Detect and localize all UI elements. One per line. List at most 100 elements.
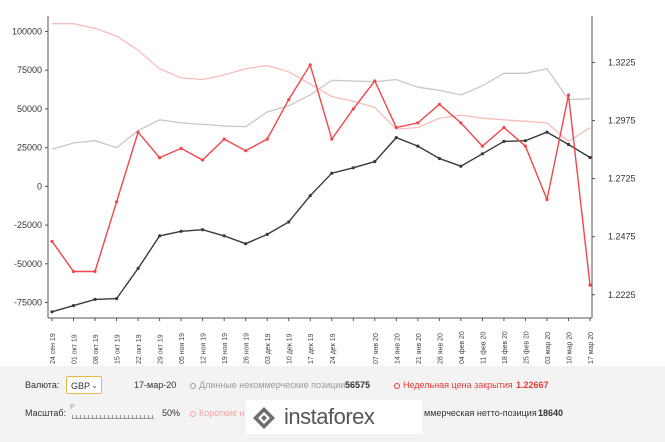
series-point-2 xyxy=(351,166,355,170)
series-point-3 xyxy=(394,125,398,130)
series-point-3 xyxy=(330,137,334,141)
series-point-2 xyxy=(71,304,76,308)
right-tick-label: 1.2725 xyxy=(608,174,636,184)
currency-label: Валюта: xyxy=(25,380,60,390)
x-tick-label: 18 фев 20 xyxy=(502,331,509,364)
legend-net-label[interactable]: ммерческая нетто-позиция xyxy=(424,408,537,418)
legend-long-value: 56575 xyxy=(345,380,371,390)
legend-close-label: Недельная цена закрытия xyxy=(403,380,513,390)
legend-short-label: Короткие н xyxy=(199,408,245,418)
scale-slider[interactable] xyxy=(72,412,154,419)
series-line-3 xyxy=(51,63,591,286)
currency-select[interactable]: GBP ⌄ xyxy=(66,376,102,394)
right-tick-label: 1.2475 xyxy=(608,232,636,242)
series-point-3 xyxy=(115,200,119,204)
series-point-3 xyxy=(566,93,571,97)
x-tick-label: 12 ноя 19 xyxy=(201,333,208,364)
x-tick-label: 17 дек 19 xyxy=(308,333,315,364)
currency-value: GBP xyxy=(71,381,91,391)
left-tick-label: -25000 xyxy=(14,220,42,230)
scale-percent: 50% xyxy=(162,408,181,418)
x-tick-label: 03 дек 19 xyxy=(265,333,272,364)
x-tick-label: 10 мар 20 xyxy=(566,332,573,364)
legend-net-value: 18640 xyxy=(538,408,564,418)
date-value: 17-мар-20 xyxy=(134,380,177,390)
series-layer xyxy=(50,23,592,314)
series-point-2 xyxy=(265,232,269,236)
scale-knob[interactable]: P xyxy=(70,404,75,411)
x-tick-label: 26 ноя 19 xyxy=(244,333,251,364)
x-tick-label: 24 дек 19 xyxy=(330,333,337,364)
series-point-2 xyxy=(136,266,140,270)
series-point-2 xyxy=(566,142,571,147)
left-tick-label: 50000 xyxy=(17,104,42,114)
legend-long-marker xyxy=(190,382,196,389)
x-tick-label: 17 мар 20 xyxy=(588,332,595,364)
series-point-2 xyxy=(158,234,162,238)
series-point-3 xyxy=(222,137,226,141)
instaforex-logo: instaforex xyxy=(246,400,422,434)
x-tick-label: 28 янв 20 xyxy=(437,333,444,364)
legend-short-marker xyxy=(190,410,196,417)
right-tick-label: 1.3225 xyxy=(608,57,636,67)
series-point-3 xyxy=(136,130,140,134)
x-tick-label: 14 янв 20 xyxy=(394,333,401,364)
x-tick-label: 04 фев 20 xyxy=(459,331,466,364)
x-tick-label: 10 дек 19 xyxy=(287,333,294,364)
series-point-2 xyxy=(244,242,248,246)
legend-short[interactable]: Короткие н xyxy=(190,408,245,418)
instaforex-logo-text: instaforex xyxy=(284,404,375,429)
series-point-2 xyxy=(373,160,377,164)
x-tick-label: 07 янв 20 xyxy=(373,333,380,364)
legend-close[interactable]: Недельная цена закрытия xyxy=(394,380,513,390)
series-point-3 xyxy=(416,121,420,125)
series-point-3 xyxy=(351,107,355,111)
series-point-2 xyxy=(523,139,528,143)
left-tick-label: 25000 xyxy=(17,143,42,153)
series-point-2 xyxy=(115,297,119,301)
series-point-2 xyxy=(50,310,54,314)
series-point-2 xyxy=(588,155,592,160)
series-point-3 xyxy=(201,158,205,162)
x-tick-label: 03 мар 20 xyxy=(545,332,552,364)
series-line-2 xyxy=(51,131,591,313)
series-point-2 xyxy=(480,152,484,156)
series-point-3 xyxy=(588,283,592,287)
series-point-2 xyxy=(459,164,463,168)
series-point-2 xyxy=(545,130,549,134)
series-point-3 xyxy=(71,269,76,274)
series-point-3 xyxy=(244,149,248,153)
series-point-3 xyxy=(480,144,484,148)
series-point-3 xyxy=(459,121,463,125)
series-point-3 xyxy=(179,146,183,150)
series-point-2 xyxy=(437,156,441,161)
series-line-0 xyxy=(51,67,591,150)
legend-long[interactable]: Длинные некоммерческие позиции xyxy=(190,380,345,390)
x-tick-label: 01 окт 19 xyxy=(72,334,79,364)
series-point-2 xyxy=(201,228,205,232)
right-tick-label: 1.2975 xyxy=(608,116,636,126)
series-point-2 xyxy=(502,139,506,143)
series-point-2 xyxy=(179,229,183,233)
series-point-3 xyxy=(437,102,441,106)
series-point-2 xyxy=(394,136,398,140)
x-axis: 24 сен 19 01 окт 19 08 окт 19 15 окт 19 22 о… xyxy=(50,318,595,364)
series-point-3 xyxy=(158,156,162,160)
x-tick-label: 22 окт 19 xyxy=(136,334,143,364)
x-tick-label: 25 фев 20 xyxy=(523,331,530,364)
x-tick-label: 24 сен 19 xyxy=(50,333,57,364)
x-tick-label: 21 янв 20 xyxy=(416,333,423,364)
series-line-1 xyxy=(52,23,591,143)
left-tick-label: -75000 xyxy=(14,298,42,308)
series-point-3 xyxy=(265,137,269,141)
left-tick-label: 75000 xyxy=(17,65,42,75)
series-point-3 xyxy=(50,239,54,243)
series-point-3 xyxy=(308,63,312,67)
x-tick-label: 15 окт 19 xyxy=(115,334,122,364)
x-tick-label: 08 окт 19 xyxy=(93,334,100,364)
series-point-2 xyxy=(287,220,291,224)
legend-long-label: Длинные некоммерческие позиции xyxy=(199,380,346,390)
chevron-down-icon: ⌄ xyxy=(91,381,98,390)
instaforex-logo-mark xyxy=(253,407,275,429)
series-point-3 xyxy=(545,197,549,202)
